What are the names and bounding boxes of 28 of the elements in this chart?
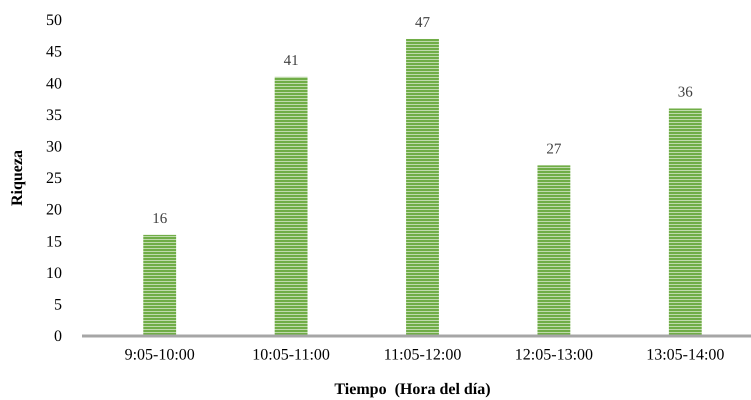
y-tick-label: 0: [54, 328, 62, 346]
bar: [406, 38, 439, 336]
y-axis-title: Riqueza: [9, 150, 26, 206]
y-tick-label: 35: [46, 106, 62, 124]
y-tick-label: 40: [46, 75, 62, 92]
y-tick-label: 5: [54, 296, 62, 314]
y-tick-label: 15: [46, 233, 62, 250]
y-tick-label: 45: [46, 44, 62, 61]
y-tick-label: 25: [46, 170, 62, 188]
x-tick-label: 9:05-10:00: [124, 346, 195, 364]
bar: [274, 76, 308, 336]
x-tick-label: 13:05-14:00: [646, 346, 724, 364]
data-label: 36: [678, 84, 694, 100]
y-tick-label: 30: [46, 138, 62, 156]
y-tick-label: 50: [46, 12, 62, 30]
x-tick-label: 12:05-13:00: [514, 346, 594, 364]
x-axis-title: Tiempo (Hora del día): [334, 381, 491, 398]
data-label: 47: [415, 14, 430, 31]
data-label: 27: [546, 141, 562, 158]
x-tick-label: 10:05-11:00: [252, 346, 330, 364]
data-label: 16: [152, 210, 168, 227]
y-tick-label: 10: [46, 264, 62, 282]
bar: [668, 108, 702, 336]
x-tick-label: 11:05-12:00: [384, 346, 462, 364]
data-label: 41: [284, 52, 299, 69]
y-tick-label: 20: [46, 202, 62, 219]
bar: [537, 165, 570, 336]
bar: [143, 234, 176, 336]
